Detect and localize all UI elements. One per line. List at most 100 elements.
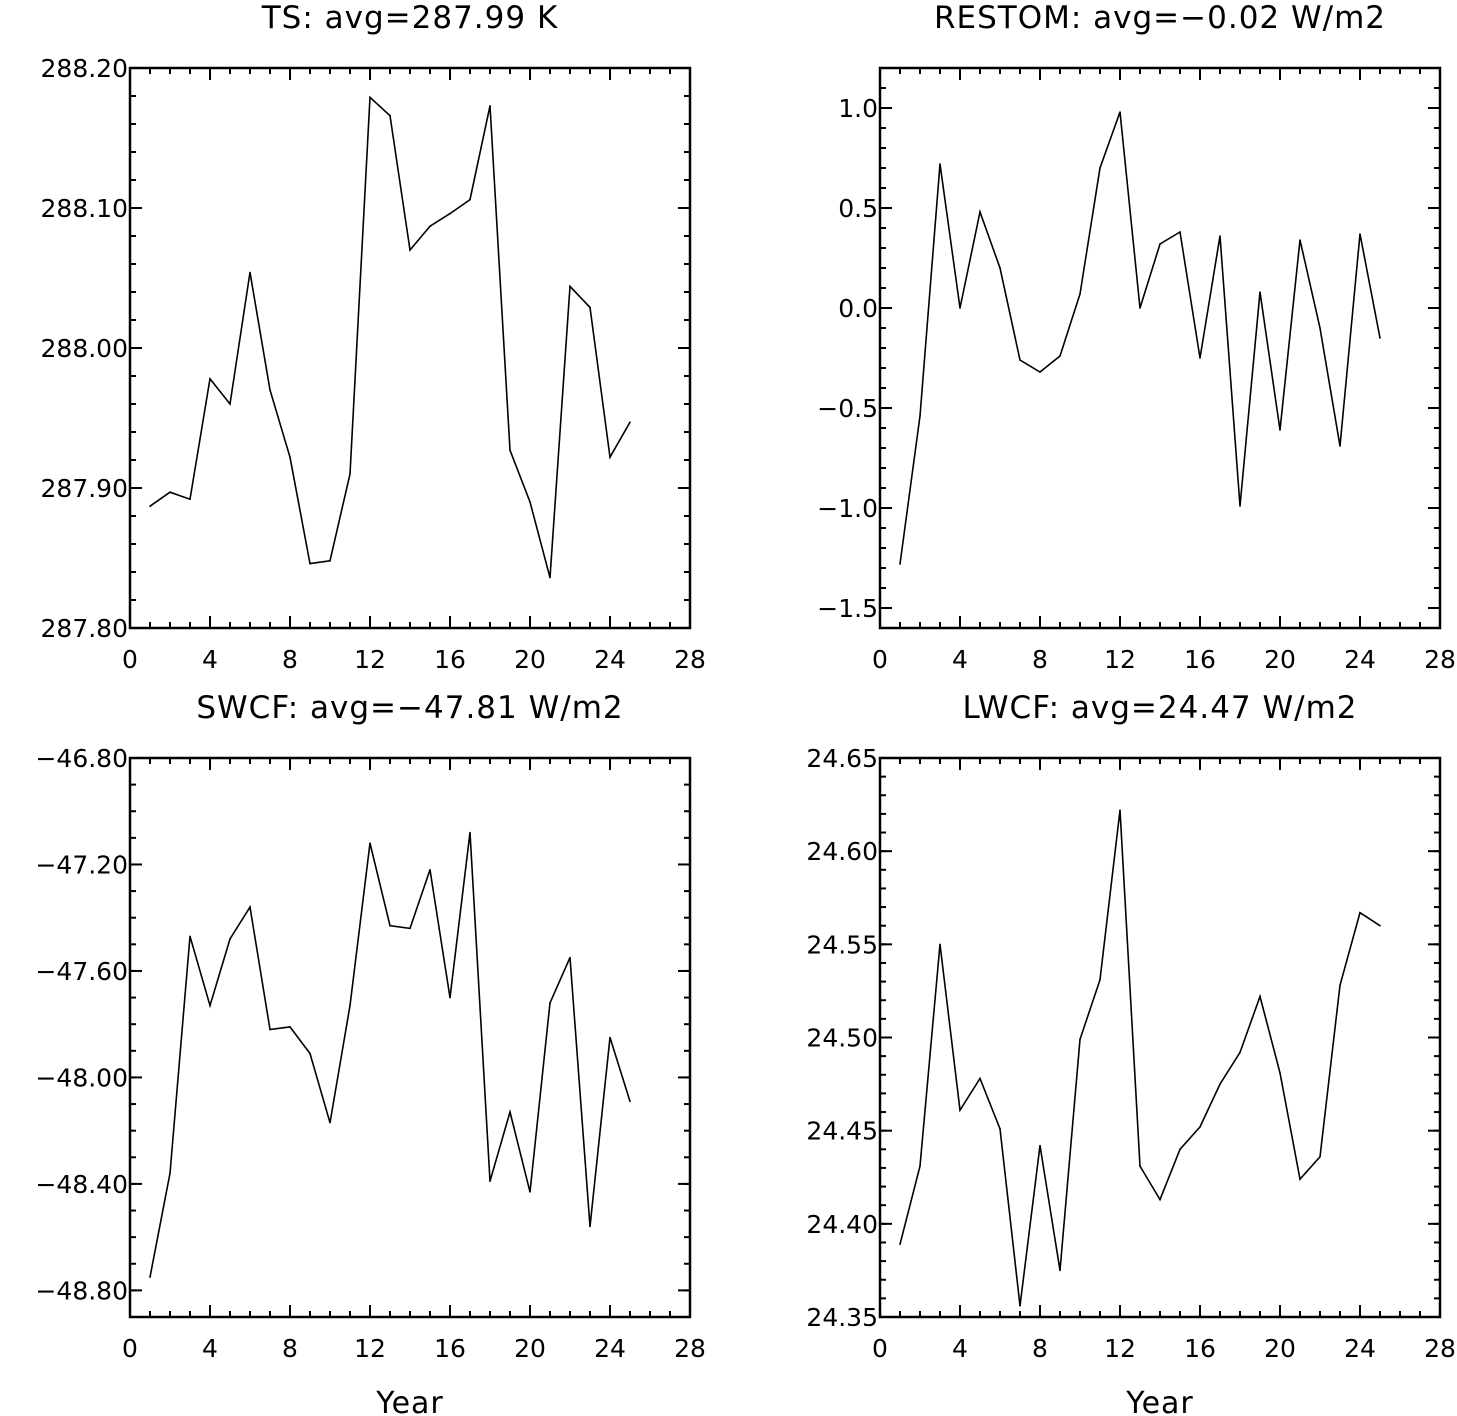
y-tick-label: −0.5: [817, 394, 878, 423]
x-tick-label: 16: [434, 1334, 466, 1363]
plot-frame: [878, 66, 1442, 630]
y-tick-label: 24.55: [806, 930, 878, 959]
data-point: [589, 1225, 591, 1228]
x-tick-label: 28: [674, 645, 706, 674]
y-tick-label: −48.80: [35, 1276, 128, 1305]
x-tick-label: 24: [1344, 1334, 1376, 1363]
data-point: [169, 1172, 171, 1175]
data-point: [1359, 911, 1361, 914]
data-point: [899, 563, 901, 565]
data-point: [329, 560, 331, 562]
data-point: [389, 924, 391, 927]
data-point: [1039, 1144, 1041, 1147]
data-point: [1319, 327, 1321, 329]
data-point: [469, 198, 471, 201]
panel-swcf: 0 4 8 12 16 20 24 28 −48.80 −48.40 −48.00 −47.60 −47…: [35, 690, 705, 1416]
data-point: [629, 421, 631, 424]
y-tick-label: −1.5: [817, 594, 878, 623]
data-point: [1199, 1126, 1201, 1128]
x-tick-label: 24: [1344, 645, 1376, 674]
data-point: [919, 415, 921, 417]
data-point: [369, 96, 371, 99]
y-tick-label: −1.0: [817, 494, 878, 523]
data-point: [409, 927, 411, 930]
data-point: [309, 562, 311, 565]
y-tick-label: 24.50: [806, 1024, 878, 1053]
data-point: [349, 1004, 351, 1007]
data-point: [1219, 235, 1221, 237]
data-point: [309, 1052, 311, 1055]
x-tick-label: 20: [1264, 1334, 1296, 1363]
panel-lwcf: 0 4 8 12 16 20 24 28 24.35 24.40 24.45 24.50 24.55 24…: [806, 690, 1455, 1416]
data-point: [369, 842, 371, 844]
x-tick-label: 28: [1424, 645, 1456, 674]
data-point: [269, 389, 271, 391]
data-point: [1079, 1038, 1081, 1041]
y-tick-label: 288.20: [41, 54, 128, 83]
plot-frame: [128, 756, 692, 1319]
x-axis-label: Year: [1125, 1386, 1194, 1416]
data-point: [939, 163, 941, 165]
data-point: [1259, 995, 1261, 998]
y-tick-label: 24.65: [806, 744, 878, 773]
data-point: [529, 501, 531, 503]
chart-title: RESTOM: avg=−0.02 W/m2: [934, 0, 1386, 36]
y-tick-label: −48.40: [35, 1170, 128, 1199]
x-tick-label: 28: [1424, 1334, 1456, 1363]
data-point: [569, 956, 571, 959]
data-point: [1279, 1072, 1281, 1074]
data-point: [1019, 1305, 1021, 1307]
y-tick-label: −47.20: [35, 850, 128, 879]
x-tick-label: 24: [594, 1334, 626, 1363]
data-point: [939, 943, 941, 946]
x-tick-label: 16: [434, 645, 466, 674]
data-point: [999, 1128, 1001, 1130]
x-tick-label: 12: [1104, 645, 1136, 674]
data-point: [289, 456, 291, 459]
x-tick-label: 8: [282, 1334, 298, 1363]
data-point: [209, 1004, 211, 1007]
data-point: [289, 1026, 291, 1028]
data-point: [509, 1111, 511, 1113]
data-point: [1119, 111, 1121, 113]
data-point: [549, 1002, 551, 1004]
data-point: [389, 114, 391, 117]
data-point: [1379, 924, 1381, 927]
data-point: [1179, 1148, 1181, 1151]
data-point: [1139, 307, 1141, 309]
x-tick-label: 8: [282, 645, 298, 674]
y-tick-label: 24.45: [806, 1117, 878, 1146]
x-tick-label: 12: [354, 1334, 386, 1363]
data-point: [1019, 359, 1021, 361]
data-point: [429, 869, 431, 871]
x-tick-label: 12: [354, 645, 386, 674]
y-tick-label: 288.00: [41, 334, 128, 363]
data-point: [589, 306, 591, 309]
y-tick-label: 0.5: [838, 194, 878, 223]
data-point: [1159, 243, 1161, 245]
data-point: [1219, 1083, 1221, 1085]
data-point: [1099, 978, 1101, 981]
y-tick-label: 24.35: [806, 1303, 878, 1332]
data-point: [1299, 1178, 1301, 1180]
x-tick-label: 4: [952, 645, 968, 674]
data-point: [489, 1180, 491, 1183]
data-point: [1319, 1155, 1321, 1158]
data-point: [169, 491, 171, 494]
data-point: [549, 576, 551, 579]
plot-frame: [128, 66, 692, 630]
chart-title: TS: avg=287.99 K: [261, 0, 559, 36]
x-tick-label: 16: [1184, 1334, 1216, 1363]
data-point: [1039, 371, 1041, 373]
data-point: [269, 1028, 271, 1031]
x-tick-label: 8: [1032, 1334, 1048, 1363]
data-point: [229, 938, 231, 940]
chart-title: LWCF: avg=24.47 W/m2: [962, 690, 1357, 726]
x-tick-label: 0: [872, 1334, 888, 1363]
data-point: [1139, 1165, 1141, 1167]
data-point: [189, 935, 191, 938]
data-point: [1059, 355, 1061, 357]
data-point: [959, 307, 961, 309]
y-tick-label: 1.0: [838, 94, 878, 123]
y-tick-label: 288.10: [41, 194, 128, 223]
